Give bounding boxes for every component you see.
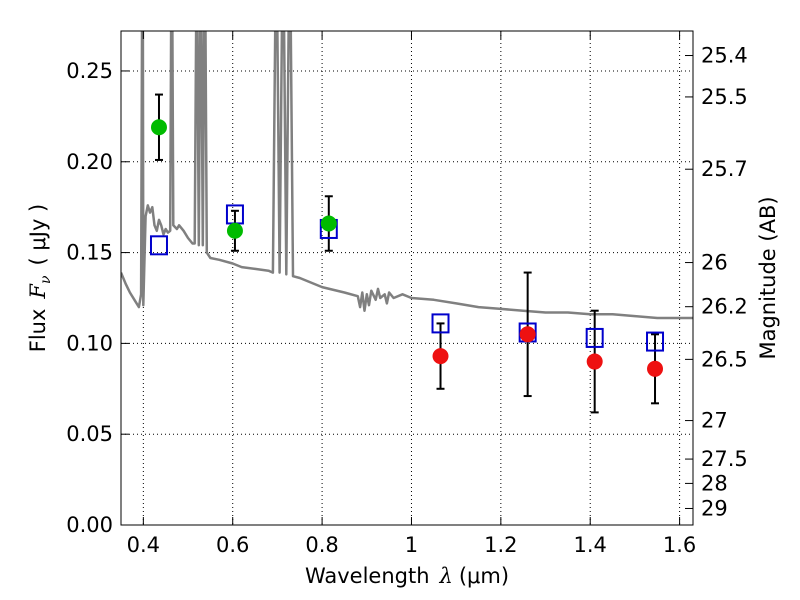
model-photometry-square bbox=[585, 327, 604, 348]
y-tick-label: 0.05 bbox=[66, 422, 113, 446]
y-tick-label: 0.25 bbox=[66, 59, 113, 83]
x-tick-label: 1.4 bbox=[574, 533, 607, 557]
data-layer bbox=[121, 31, 693, 414]
spectrum-line bbox=[121, 31, 693, 320]
x-axis-title: Wavelength λ (μm) bbox=[305, 564, 509, 588]
observed-point bbox=[320, 215, 337, 232]
observed-point bbox=[586, 353, 603, 370]
x-tick-label: 0.4 bbox=[127, 533, 160, 557]
y2-axis-title: Magnitude (AB) bbox=[756, 196, 780, 359]
observed-point bbox=[226, 222, 243, 239]
model-photometry-square bbox=[646, 331, 665, 352]
y2-tick-label: 25.5 bbox=[701, 85, 748, 109]
observed-point bbox=[150, 119, 167, 136]
y2-tick-label: 29 bbox=[701, 496, 728, 520]
observed-point bbox=[432, 348, 449, 365]
plot-frame bbox=[120, 30, 694, 526]
y2-tick-label: 28 bbox=[701, 471, 728, 495]
x-tick-label: 0.8 bbox=[305, 533, 338, 557]
y-axis-subscript: ν bbox=[38, 275, 54, 284]
y2-tick-label: 26.2 bbox=[701, 295, 748, 319]
observed-point bbox=[519, 326, 536, 343]
x-axis-label: Wavelength bbox=[305, 564, 430, 588]
x-axis-symbol: λ bbox=[439, 564, 453, 588]
tick-layer bbox=[121, 31, 693, 526]
y-axis-unit: ( μJy ) bbox=[26, 204, 50, 266]
x-tick-label: 1.6 bbox=[663, 533, 696, 557]
y-tick-label: 0.10 bbox=[66, 331, 113, 355]
y2-tick-label: 26.5 bbox=[701, 347, 748, 371]
y2-tick-label: 27.5 bbox=[701, 447, 748, 471]
x-tick-label: 0.6 bbox=[216, 533, 249, 557]
x-axis-unit: (μm) bbox=[459, 564, 509, 588]
label-layer: 0.4 0.6 0.8 1 1.2 1.4 1.6 0.00 0.05 0.10 0.15 0.20 0… bbox=[66, 44, 748, 557]
y-axis-label: Flux bbox=[26, 309, 50, 353]
y2-tick-label: 26 bbox=[701, 251, 728, 275]
y-tick-label: 0.00 bbox=[66, 513, 113, 537]
y-axis-symbol: F bbox=[26, 283, 50, 300]
y-tick-label: 0.20 bbox=[66, 150, 113, 174]
y-axis-title: Flux Fν ( μJy ) bbox=[26, 204, 54, 352]
y-tick-label: 0.15 bbox=[66, 241, 113, 265]
model-photometry-square bbox=[431, 313, 450, 334]
x-tick-label: 1 bbox=[405, 533, 418, 557]
x-tick-label: 1.2 bbox=[484, 533, 517, 557]
model-photometry-square bbox=[149, 235, 168, 256]
y2-tick-label: 25.7 bbox=[701, 157, 748, 181]
observed-point bbox=[647, 360, 664, 377]
y2-tick-label: 27 bbox=[701, 409, 728, 433]
y2-tick-label: 25.4 bbox=[701, 44, 748, 68]
